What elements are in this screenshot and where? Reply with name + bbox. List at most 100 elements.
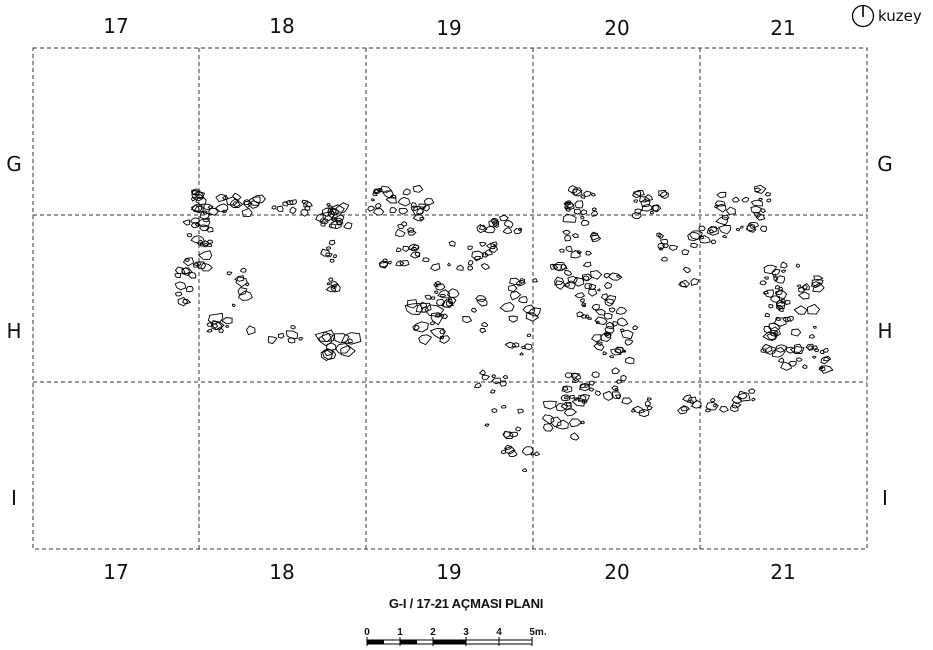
stone-outline [690,277,700,286]
stone-outline [614,347,626,354]
stone-outline [534,451,541,456]
column-label-18-bottom: 18 [269,560,295,584]
stone-outline [390,194,397,199]
stone-outline [802,282,810,291]
stone-outline [633,199,638,203]
stone-outline [778,286,784,291]
stone-outline [371,198,375,202]
stone-outline [565,245,573,252]
stone-outline [399,260,410,267]
stone-outline [491,220,500,226]
stone-outline [698,234,711,244]
stone-outline [620,374,627,382]
stone-outline [763,264,777,275]
stone-outline [562,229,571,235]
stone-outline [571,372,582,382]
stone-outline [764,192,771,197]
stone-outline [389,207,397,214]
stone-outline [328,223,337,229]
stone-outline [522,304,536,315]
stone-outline [578,393,591,403]
stone-outline [576,250,582,255]
stone-outline [753,184,767,194]
row-label-h-left: H [6,319,22,343]
stone-outline [206,226,214,233]
stone-outline [434,290,439,295]
stone-outline [805,343,814,351]
stone-outline [201,240,209,247]
stone-outline [755,214,766,221]
stone-outline [690,399,702,409]
stone-outline [519,352,524,356]
stone-outline [174,291,183,297]
stone-outline [473,255,482,262]
row-label-g-left: G [6,152,22,176]
stone-outline [418,334,433,346]
stone-outline [811,278,824,287]
stone-outline [624,339,634,346]
stone-outline [681,248,690,255]
stone-outline [677,281,687,288]
stone-outline [333,333,350,344]
stone-outline [218,327,224,333]
stone-outline [429,328,445,340]
stone-outline [447,262,451,267]
stone-outline [424,304,445,317]
stone-outline [736,390,751,402]
stone-outline [564,201,575,210]
stone-outline [605,295,617,305]
stone-outline [267,336,278,345]
stone-outline [207,205,214,210]
stone-outline [564,235,572,242]
stone-outline [579,383,587,389]
stone-outline [395,260,405,267]
stone-outline [689,400,694,404]
stone-outline [319,218,329,225]
stone-outline [202,210,208,215]
stone-outline [397,196,411,207]
stone-outline [407,229,417,236]
stone-outline [763,276,769,280]
stone-outline [237,286,248,296]
stone-outline [509,277,521,285]
stone-outline [560,263,568,271]
stone-outline [777,357,785,363]
row-label-i-left: I [11,486,17,510]
stone-outline [320,349,334,362]
stone-outline [424,294,432,300]
stone-outline [192,262,200,268]
row-label-i-right: I [882,486,888,510]
stone-outline [282,201,289,207]
stone-outline [239,267,247,273]
stone-outline [221,317,233,325]
stone-outline [609,348,622,356]
stone-outline [523,343,533,351]
stone-outline [580,195,586,199]
stone-outline [762,289,774,299]
stone-outline [567,185,579,194]
stone-outline [574,200,584,209]
stone-outline [491,377,502,385]
stone-outline [638,408,650,418]
stone-outline [525,311,540,322]
stone-outline [471,250,485,260]
stone-outline [558,248,565,253]
stone-outline [649,210,654,215]
stone-outline [243,199,250,205]
stone-outline [608,307,616,313]
stone-outline [587,317,592,321]
stone-outline [714,200,726,207]
column-label-21-top: 21 [770,16,796,40]
stone-outline [329,258,335,263]
stone-outline [602,390,614,401]
stone-outline [602,351,608,355]
stone-outline [484,225,496,234]
stone-outline [564,270,573,277]
stone-outline [387,260,392,265]
stone-outline [284,200,294,206]
stone-outline [321,349,337,360]
stone-outline [422,257,430,263]
stone-outline [473,382,482,389]
stone-outline [412,324,420,331]
stone-outline [285,330,298,339]
